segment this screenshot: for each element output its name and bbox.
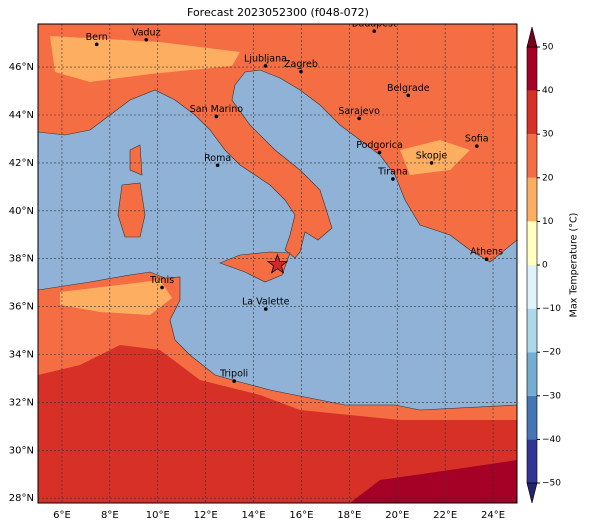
- colorbar-band: [527, 47, 537, 91]
- colorbar-tick-label: −20: [542, 348, 561, 358]
- city-label: Belgrade: [387, 83, 430, 94]
- colorbar-tick-label: 10: [542, 217, 554, 227]
- colorbar-tick-label: 40: [542, 86, 554, 96]
- x-tick-label: 16°E: [289, 510, 313, 521]
- colorbar-tick-label: −50: [542, 479, 561, 489]
- x-tick-label: 22°E: [433, 510, 457, 521]
- city-label: La Valette: [242, 297, 290, 308]
- colorbar-extend-low: [526, 482, 538, 504]
- colorbar-tick-label: −10: [542, 304, 561, 314]
- sahara-hot: [350, 460, 517, 503]
- city-dot: [214, 114, 219, 119]
- city-dot: [372, 29, 377, 33]
- y-tick-label: 30°N: [9, 445, 34, 456]
- city-label: Podgorica: [356, 140, 403, 151]
- x-tick-label: 20°E: [385, 510, 409, 521]
- y-tick-label: 36°N: [9, 302, 34, 313]
- x-tick-label: 18°E: [337, 510, 361, 521]
- city-label: Tripoli: [219, 369, 248, 380]
- y-tick-label: 34°N: [9, 350, 34, 361]
- y-tick-label: 32°N: [9, 397, 34, 408]
- corsica: [129, 144, 143, 176]
- city-dot: [263, 307, 268, 311]
- title: Forecast 2023052300 (f048-072): [187, 6, 369, 19]
- city-label: Athens: [470, 247, 503, 258]
- colorbar-band: [527, 90, 537, 135]
- city-label: Zagreb: [284, 59, 318, 70]
- colorbar-band: [527, 177, 537, 222]
- city-label: Budapest: [352, 19, 397, 30]
- city-label: Bern: [86, 32, 108, 43]
- city-label: Ljubljana: [244, 53, 287, 64]
- x-tick-label: 14°E: [242, 510, 266, 521]
- city-dot: [94, 42, 99, 47]
- x-tick-label: 24°E: [481, 510, 505, 521]
- colorbar-label: Max Temperature (°C): [569, 213, 580, 318]
- city-label: Sofia: [465, 134, 489, 145]
- city-dot: [484, 257, 489, 261]
- city-label: Skopje: [416, 150, 448, 161]
- city-dot: [377, 150, 382, 155]
- land-north: [38, 24, 517, 263]
- y-tick-label: 42°N: [9, 158, 34, 169]
- city-label: Sarajevo: [338, 106, 380, 117]
- sardinia: [117, 182, 146, 238]
- y-tick-label: 28°N: [9, 493, 34, 504]
- balkan-highland: [400, 140, 470, 175]
- colorbar-band: [527, 134, 537, 178]
- city-dot: [144, 38, 149, 42]
- city-dot: [429, 161, 434, 165]
- city-dot: [215, 163, 220, 168]
- tunisia-coast: [60, 280, 172, 315]
- city-dot: [474, 144, 479, 148]
- colorbar-extend-high: [526, 26, 538, 48]
- y-tick-label: 44°N: [9, 110, 34, 121]
- colorbar-band: [527, 221, 537, 265]
- colorbar-tick-label: 20: [542, 173, 554, 183]
- city-label: Tunis: [149, 275, 174, 286]
- city-dot: [232, 379, 236, 383]
- city-label: Tirana: [377, 166, 408, 177]
- colorbar-tick-label: 50: [542, 43, 554, 53]
- axes: 6°E 8°E 10°E 12°E 14°E 16°E 18°E 20°E 22°E 24°E 28…: [9, 62, 505, 521]
- city-dot: [160, 285, 164, 290]
- x-tick-label: 6°E: [53, 510, 71, 521]
- x-tick-label: 12°E: [194, 510, 218, 521]
- colorbar-band: [527, 308, 537, 353]
- city-label: Roma: [204, 153, 231, 164]
- colorbar-band: [527, 395, 537, 440]
- y-tick-label: 46°N: [9, 62, 34, 73]
- x-tick-label: 8°E: [101, 510, 119, 521]
- colorbar-tick-label: 0: [542, 261, 548, 271]
- colorbar-tick-label: −30: [542, 391, 561, 401]
- colorbar: −50 −40 −30 −20 −10 0 10 20 30 40 50 Max Temperatur…: [526, 26, 580, 504]
- x-tick-label: 10°E: [146, 510, 170, 521]
- city-dot: [406, 93, 411, 98]
- colorbar-band: [527, 439, 537, 483]
- colorbar-tick-label: −40: [542, 435, 561, 445]
- alps: [50, 36, 240, 82]
- map-frame: [37, 23, 518, 504]
- colorbar-band: [527, 265, 537, 309]
- colorbar-band: [527, 352, 537, 396]
- colorbar-tick-label: 30: [542, 130, 554, 140]
- y-tick-label: 38°N: [9, 254, 34, 265]
- city-label: Vaduz: [132, 27, 161, 38]
- city-dot: [299, 69, 303, 74]
- city-dot: [263, 64, 268, 68]
- city-dot: [357, 116, 361, 121]
- y-tick-label: 40°N: [9, 206, 34, 217]
- star-marker: [266, 253, 289, 274]
- sicily: [219, 251, 291, 283]
- city-dot: [391, 177, 395, 181]
- city-label: San Marino: [190, 104, 243, 115]
